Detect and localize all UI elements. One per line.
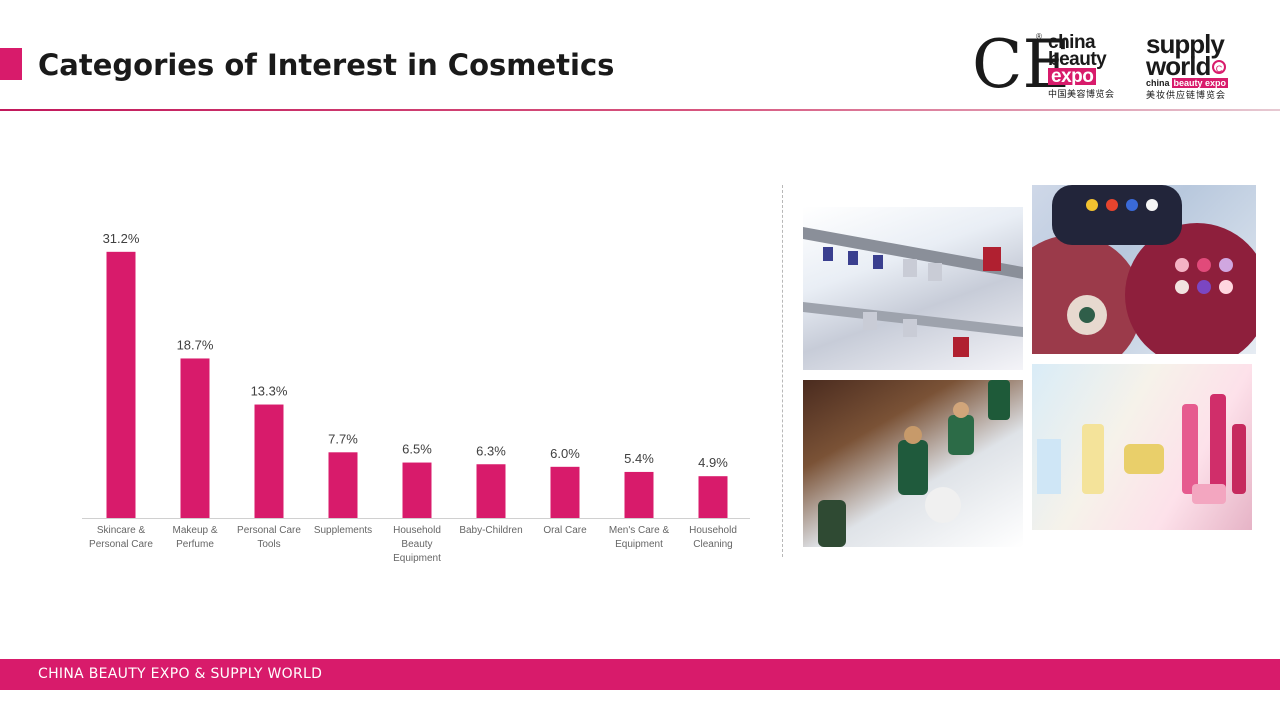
bar-4 [402,462,432,518]
bar-2 [254,404,284,518]
category-label: Oral Care [543,525,587,536]
bar-value-label: 18.7% [177,337,214,352]
supply-world-logo: supply world C china beauty expo 美妆供应链博览会 [1146,30,1246,102]
bar-8 [698,476,728,518]
logo-sub-prefix: china [1146,78,1170,88]
bar-0 [106,251,136,518]
logo-word-china: china [1048,32,1096,53]
page-title: Categories of Interest in Cosmetics [38,48,615,82]
logo-word-supply: supply [1146,29,1225,59]
logo-sub-highlight: beauty expo [1171,78,1229,88]
registered-mark: ® [1036,32,1042,41]
vertical-divider [782,185,783,557]
logo-chinese-name: 中国美容博览会 [1048,89,1115,99]
logo-word-beauty: beauty [1048,49,1107,70]
category-label: Skincare & Personal Care [89,525,153,550]
category-label: Makeup & Perfume [172,525,217,550]
category-label: Personal Care Tools [237,525,301,550]
category-bar-chart: 31.2% Skincare & Personal Care 18.7% Makeup … [82,231,750,564]
skincare-illustration [1037,394,1246,504]
footer-text: CHINA BEAUTY EXPO & SUPPLY WORLD [38,666,323,682]
china-beauty-expo-logo: CE ® china beauty expo 中国美容博览会 [972,30,1132,102]
bar-value-label: 31.2% [103,231,140,246]
perfume-shelf-illustration [803,227,1023,357]
fragrance-bottles-photo [803,380,1023,547]
category-label: Baby-Children [459,525,522,536]
ce-logo-icon: CE [972,26,1071,103]
bar-6 [550,466,580,518]
bar-value-label: 13.3% [251,384,288,399]
bar-7 [624,471,654,518]
bar-value-label: 6.3% [476,443,506,458]
bar-value-label: 5.4% [624,451,654,466]
bar-value-label: 6.5% [402,442,432,457]
bar-1 [180,358,210,518]
category-label: Household Cleaning [689,525,737,550]
bar-value-label: 7.7% [328,431,358,446]
eyeshadow-palette-photo [1032,185,1256,354]
logo-chinese-subtitle: 美妆供应链博览会 [1146,90,1227,100]
logo-subtitle: china beauty expo [1146,78,1229,88]
category-label: Supplements [314,525,372,536]
bar-3 [328,452,358,518]
footer-band [0,659,1280,690]
fragrance-illustration [818,380,1010,547]
category-label: Men's Care & Equipment [609,525,670,550]
title-accent-square [0,48,22,80]
skincare-products-photo [1032,364,1252,530]
palette-illustration [1032,185,1256,354]
logo-word-expo: expo [1048,67,1097,86]
category-label: Household Beauty Equipment [393,525,441,564]
logo-word-world: world [1146,51,1211,81]
perfume-shelf-photo [803,207,1023,370]
bar-value-label: 6.0% [550,446,580,461]
bar-5 [476,464,506,518]
bar-value-label: 4.9% [698,455,728,470]
ce-mini-logo-icon: C [1212,60,1226,74]
header-divider [0,109,1280,111]
